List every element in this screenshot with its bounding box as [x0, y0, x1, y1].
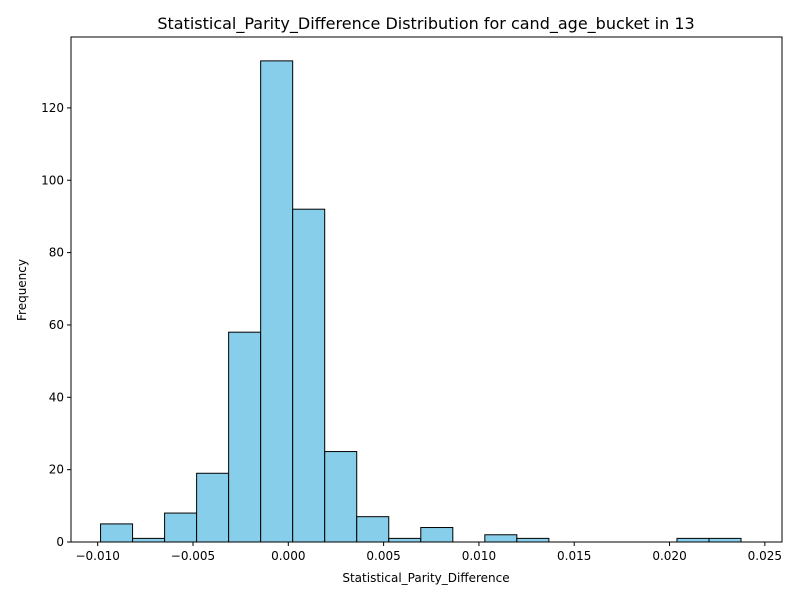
histogram-bar: [420, 527, 454, 543]
histogram-bar: [196, 472, 230, 543]
histogram-bar: [132, 537, 166, 543]
y-tick-label: 100: [41, 173, 64, 187]
y-tick-label: 40: [49, 390, 64, 404]
y-tick-label: 20: [49, 463, 64, 477]
x-tick-label: −0.005: [171, 549, 215, 563]
histogram-bar: [388, 537, 422, 543]
histogram-bar: [292, 208, 326, 543]
y-axis-ticks: 0 20 40 60 80 100 120: [41, 101, 71, 549]
x-axis-label: Statistical_Parity_Difference: [342, 571, 509, 585]
plot-frame: [70, 36, 783, 543]
x-tick-label: −0.010: [75, 549, 119, 563]
histogram-bar: [708, 537, 742, 543]
histogram-bar: [164, 512, 198, 543]
x-axis-ticks: −0.010 −0.005 0.000 0.005 0.010 0.015 0.020 0.0…: [75, 542, 782, 563]
histogram-bar: [260, 60, 294, 543]
y-tick-label: 120: [41, 101, 64, 115]
histogram-bar: [228, 331, 262, 543]
y-tick-label: 80: [49, 246, 64, 260]
x-tick-label: 0.010: [462, 549, 496, 563]
bars-group: [100, 60, 742, 543]
x-tick-label: 0.020: [652, 549, 686, 563]
y-axis-label: Frequency: [15, 259, 29, 321]
histogram-bar: [516, 537, 550, 543]
y-tick-label: 0: [56, 535, 64, 549]
x-tick-label: 0.000: [271, 549, 305, 563]
chart-title: Statistical_Parity_Difference Distributi…: [157, 14, 694, 34]
x-tick-label: 0.015: [557, 549, 591, 563]
histogram-bar: [484, 534, 518, 543]
x-tick-label: 0.005: [366, 549, 400, 563]
histogram-bar: [356, 516, 390, 543]
histogram-bar: [100, 523, 134, 543]
histogram-bar: [676, 537, 710, 543]
histogram-bar: [324, 451, 358, 543]
y-tick-label: 60: [49, 318, 64, 332]
x-tick-label: 0.025: [748, 549, 782, 563]
